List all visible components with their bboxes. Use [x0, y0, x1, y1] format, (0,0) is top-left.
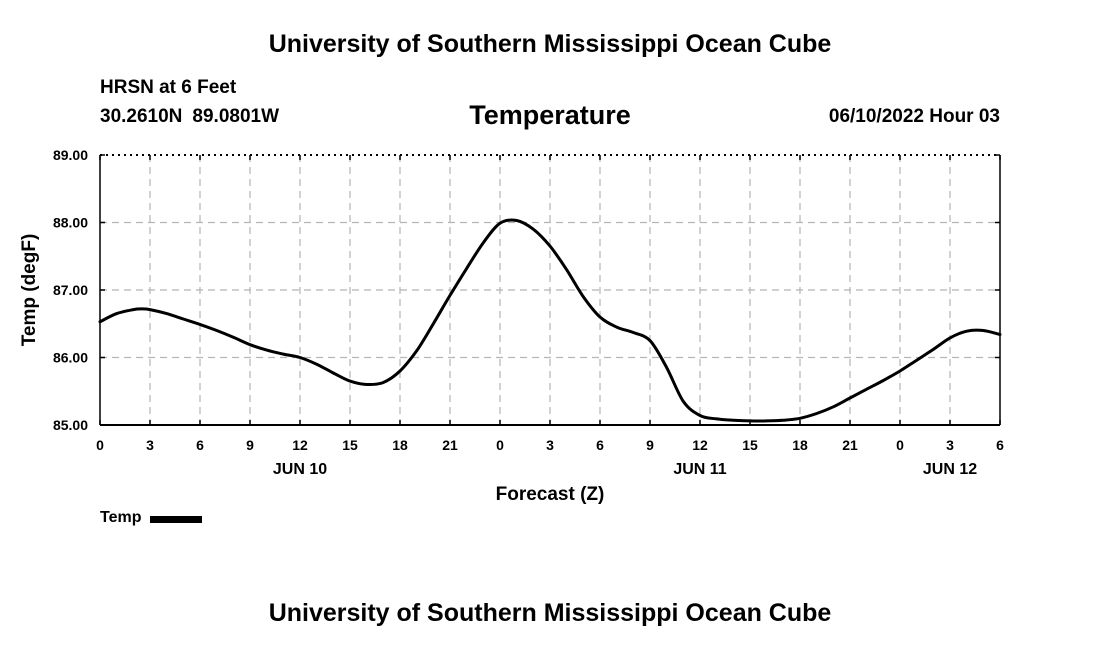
x-tick-label-0: 0	[96, 437, 104, 453]
station-coordinates: 30.2610N 89.0801W	[100, 106, 279, 128]
footer-title: University of Southern Mississippi Ocean…	[268, 599, 832, 627]
longitude-label: 89.0801W	[192, 106, 280, 127]
station-label: HRSN at 6 Feet	[100, 77, 237, 98]
x-tick-label-1: 3	[146, 437, 154, 453]
x-tick-label-15: 21	[842, 437, 858, 453]
x-tick-label-10: 6	[596, 437, 604, 453]
x-tick-label-7: 21	[442, 437, 458, 453]
y-tick-label-3: 88.00	[53, 215, 88, 231]
x-tick-label-16: 0	[896, 437, 904, 453]
x-tick-label-17: 3	[946, 437, 954, 453]
day-label-1: JUN 11	[673, 461, 726, 478]
x-tick-label-8: 0	[496, 437, 504, 453]
temperature-chart: 0 3 6 9 12 15 18 21 0 3 6 9 12 15 18 21 0 3 6 85.00 86.00 87.…	[19, 147, 1004, 505]
x-tick-label-5: 15	[342, 437, 358, 453]
x-tick-label-4: 12	[292, 437, 308, 453]
chart-title: Temperature	[469, 100, 631, 130]
y-tick-label-0: 85.00	[53, 417, 88, 433]
x-tick-label-2: 6	[196, 437, 204, 453]
legend: Temp	[100, 509, 203, 527]
legend-line-swatch	[150, 515, 203, 523]
x-tick-label-6: 18	[392, 437, 408, 453]
forecast-date: 06/10/2022 Hour 03	[828, 106, 1000, 127]
x-tick-label-14: 18	[792, 437, 808, 453]
x-tick-label-18: 6	[996, 437, 1004, 453]
day-label-0: JUN 10	[273, 461, 327, 478]
axis-tick-labels: 0 3 6 9 12 15 18 21 0 3 6 9 12 15 18 21 0 3 6 85.00 86.00 87.…	[53, 147, 1004, 478]
y-tick-label-2: 87.00	[53, 282, 88, 298]
axis-ticks	[99, 154, 1001, 426]
page-title: University of Southern Mississippi Ocean…	[268, 30, 832, 58]
x-tick-label-11: 9	[646, 437, 654, 453]
x-tick-label-9: 3	[546, 437, 554, 453]
legend-label: Temp	[100, 509, 142, 526]
x-tick-label-13: 15	[742, 437, 758, 453]
day-label-2: JUN 12	[923, 461, 977, 478]
x-tick-label-12: 12	[692, 437, 708, 453]
x-axis-label: Forecast (Z)	[496, 484, 605, 505]
x-tick-label-3: 9	[246, 437, 254, 453]
grid-lines	[100, 155, 1000, 425]
latitude-label: 30.2610N	[100, 106, 183, 127]
y-tick-label-1: 86.00	[53, 350, 88, 366]
y-axis-label: Temp (degF)	[19, 234, 40, 347]
y-tick-label-4: 89.00	[53, 147, 88, 163]
temp-series-line	[98, 218, 1002, 423]
